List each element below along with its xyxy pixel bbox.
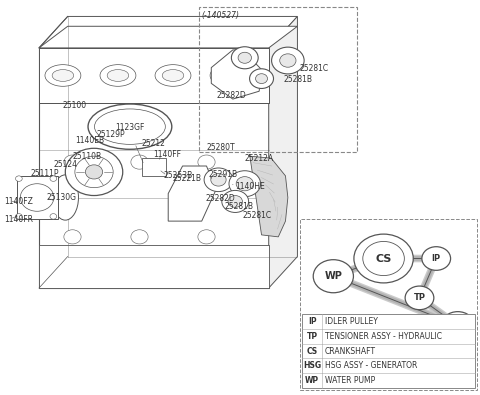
Text: IP: IP xyxy=(308,317,317,325)
Text: 25253B: 25253B xyxy=(163,171,192,181)
Circle shape xyxy=(250,69,274,88)
Circle shape xyxy=(211,173,226,186)
Ellipse shape xyxy=(88,104,172,149)
Bar xyxy=(302,314,475,388)
Text: 25281B: 25281B xyxy=(283,75,312,84)
Circle shape xyxy=(229,171,261,197)
Circle shape xyxy=(280,54,296,67)
Text: (-140527): (-140527) xyxy=(202,11,240,19)
Circle shape xyxy=(313,260,353,293)
Ellipse shape xyxy=(52,70,74,81)
Ellipse shape xyxy=(45,65,81,86)
Polygon shape xyxy=(17,176,58,219)
Text: HSG: HSG xyxy=(448,321,468,330)
Ellipse shape xyxy=(162,70,184,81)
Ellipse shape xyxy=(155,65,191,86)
Circle shape xyxy=(15,176,22,181)
Text: 25130G: 25130G xyxy=(46,193,76,202)
Text: WP: WP xyxy=(305,376,319,386)
Text: 25221B: 25221B xyxy=(173,174,202,183)
Circle shape xyxy=(65,148,123,196)
Text: 25281C: 25281C xyxy=(300,64,329,73)
Circle shape xyxy=(204,168,233,192)
Circle shape xyxy=(272,47,304,74)
Circle shape xyxy=(354,234,413,283)
Circle shape xyxy=(20,184,54,211)
Circle shape xyxy=(64,230,81,244)
Text: 25212A: 25212A xyxy=(245,154,274,164)
Text: 1140EB: 1140EB xyxy=(75,136,104,145)
Text: 25212: 25212 xyxy=(142,139,166,148)
Ellipse shape xyxy=(100,65,136,86)
Circle shape xyxy=(198,155,215,169)
Polygon shape xyxy=(39,48,269,103)
Text: IDLER PULLEY: IDLER PULLEY xyxy=(324,317,378,325)
Circle shape xyxy=(198,230,215,244)
Circle shape xyxy=(228,196,242,207)
Text: 1140FZ: 1140FZ xyxy=(4,197,34,206)
Text: 1123GF: 1123GF xyxy=(116,123,145,132)
Circle shape xyxy=(405,286,434,310)
Polygon shape xyxy=(250,154,288,237)
Text: TP: TP xyxy=(413,293,425,302)
Text: 1140HE: 1140HE xyxy=(235,182,265,191)
Circle shape xyxy=(422,247,451,270)
Ellipse shape xyxy=(107,70,129,81)
Circle shape xyxy=(255,74,267,84)
Circle shape xyxy=(15,214,22,219)
Text: 25100: 25100 xyxy=(63,100,87,109)
Polygon shape xyxy=(142,158,166,176)
Text: HSG: HSG xyxy=(303,361,321,371)
Ellipse shape xyxy=(217,70,239,81)
Text: HSG ASSY - GENERATOR: HSG ASSY - GENERATOR xyxy=(324,361,417,371)
Circle shape xyxy=(85,165,103,179)
Polygon shape xyxy=(39,17,298,48)
Circle shape xyxy=(231,47,258,69)
Circle shape xyxy=(236,177,253,191)
Circle shape xyxy=(75,156,113,188)
Text: IP: IP xyxy=(432,254,441,263)
Polygon shape xyxy=(269,17,298,288)
Text: 25129P: 25129P xyxy=(96,130,125,139)
Text: 25281B: 25281B xyxy=(224,202,253,211)
Circle shape xyxy=(50,214,57,219)
Text: CRANKSHAFT: CRANKSHAFT xyxy=(324,346,376,356)
Circle shape xyxy=(441,312,475,339)
Text: 25281C: 25281C xyxy=(242,211,272,220)
Text: CS: CS xyxy=(375,254,392,263)
Text: 25110B: 25110B xyxy=(72,152,102,161)
Circle shape xyxy=(238,52,252,63)
Circle shape xyxy=(131,155,148,169)
Text: CS: CS xyxy=(307,346,318,356)
Text: 25280T: 25280T xyxy=(206,143,235,152)
Text: 25291B: 25291B xyxy=(209,170,238,179)
Polygon shape xyxy=(168,166,216,221)
Bar xyxy=(300,219,477,390)
Text: 25282D: 25282D xyxy=(205,194,235,203)
Polygon shape xyxy=(211,50,262,99)
Text: 25111P: 25111P xyxy=(30,169,59,179)
Bar xyxy=(199,7,357,152)
Text: 1140FF: 1140FF xyxy=(153,150,181,159)
Text: 25124: 25124 xyxy=(53,160,77,169)
Circle shape xyxy=(131,230,148,244)
Ellipse shape xyxy=(52,175,78,220)
Circle shape xyxy=(64,155,81,169)
Text: 1140FR: 1140FR xyxy=(4,214,34,224)
Polygon shape xyxy=(39,48,269,288)
Text: WATER PUMP: WATER PUMP xyxy=(324,376,375,386)
Polygon shape xyxy=(39,26,298,48)
Circle shape xyxy=(50,176,57,181)
Ellipse shape xyxy=(95,109,165,144)
Circle shape xyxy=(222,190,249,213)
Text: TP: TP xyxy=(307,331,318,340)
Text: TENSIONER ASSY - HYDRAULIC: TENSIONER ASSY - HYDRAULIC xyxy=(324,331,442,340)
Ellipse shape xyxy=(210,65,246,86)
Text: 25282D: 25282D xyxy=(216,92,246,100)
Polygon shape xyxy=(39,245,269,288)
Text: WP: WP xyxy=(324,271,342,281)
Circle shape xyxy=(363,241,404,276)
